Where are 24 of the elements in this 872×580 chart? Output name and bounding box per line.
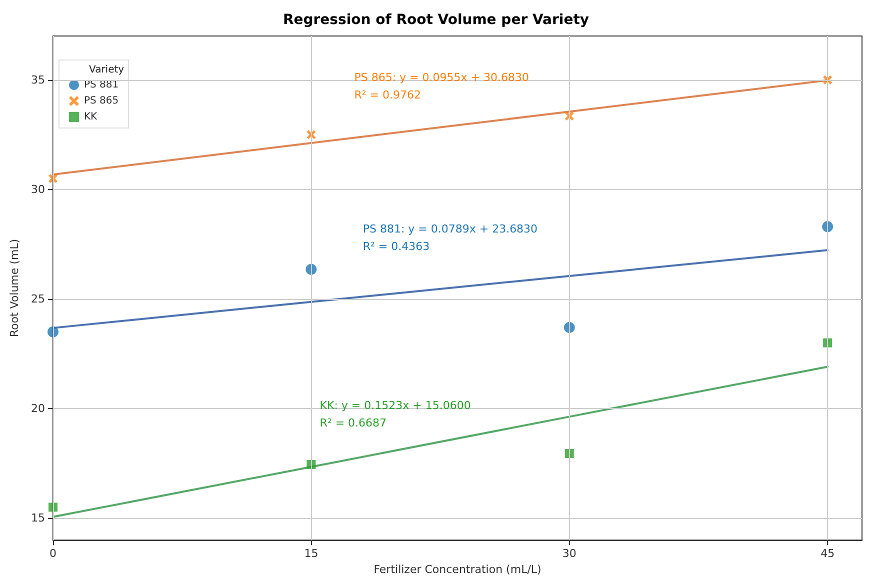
x-tick-label: 45 [820,547,835,560]
x-axis-title: Fertilizer Concentration (mL/L) [374,563,542,576]
annotation: R² = 0.4363 [362,240,430,253]
y-tick-label: 15 [31,512,45,525]
x-tick-label: 0 [50,547,56,560]
y-tick-label: 20 [31,402,45,416]
annotation: R² = 0.6687 [320,416,387,430]
legend-title: Variety [89,64,124,76]
y-tick-label: 30 [31,182,45,196]
legend-label: KK [84,112,98,122]
annotation: PS 865: y = 0.0955x + 30.6830 [354,71,529,84]
x-tick-label: 30 [562,547,576,560]
annotation: PS 881: y = 0.0789x + 23.6830 [362,222,538,236]
x-tick-label: 15 [304,547,318,560]
annotation: KK: y = 0.1523x + 15.0600 [320,398,471,412]
y-tick-label: 35 [31,73,45,86]
y-tick-label: 25 [31,292,45,306]
point [48,174,58,183]
chart-title: Regression of Root Volume per Variety [282,12,590,28]
legend-label: PS 865 [84,96,119,106]
y-axis-title: Root Volume (mL) [8,238,22,338]
line-series [52,366,829,518]
annotation: R² = 0.9762 [354,88,421,102]
point [564,112,574,120]
